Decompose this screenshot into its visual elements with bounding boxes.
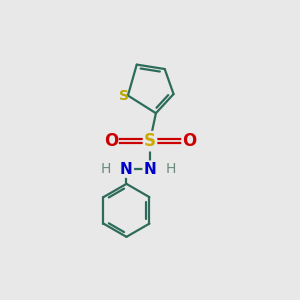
Text: H: H (100, 162, 111, 176)
Text: N: N (120, 162, 133, 177)
Text: S: S (119, 88, 129, 103)
Text: S: S (144, 132, 156, 150)
Text: O: O (182, 132, 196, 150)
Text: O: O (104, 132, 118, 150)
Text: N: N (144, 162, 156, 177)
Text: H: H (165, 162, 176, 176)
